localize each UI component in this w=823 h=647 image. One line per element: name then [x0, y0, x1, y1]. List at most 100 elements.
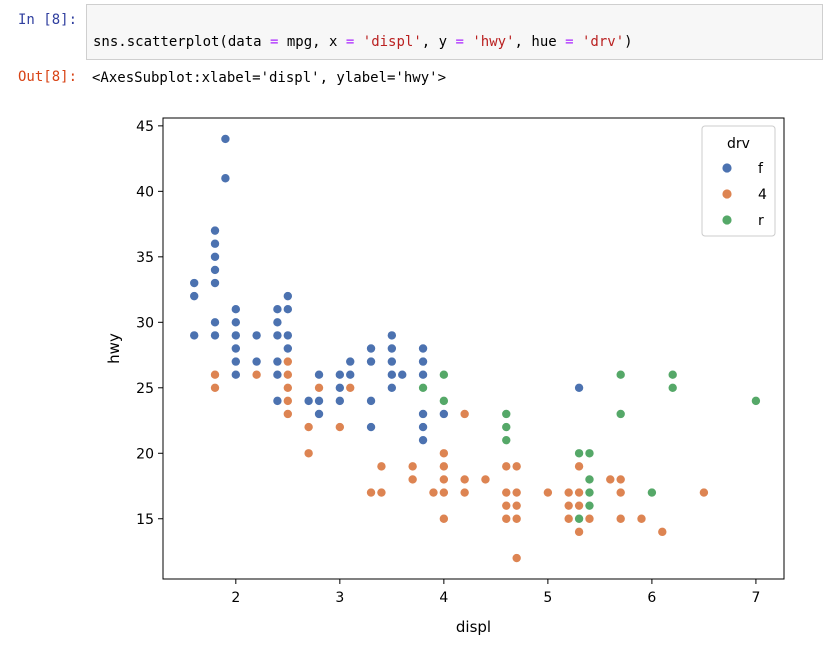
- data-point-f: [210, 278, 221, 289]
- data-point-f: [189, 291, 200, 302]
- data-point-4: [563, 513, 574, 524]
- y-tick-label: 30: [136, 315, 154, 331]
- data-point-r: [501, 435, 512, 446]
- data-point-4: [511, 461, 522, 472]
- data-point-r: [574, 513, 585, 524]
- data-point-f: [210, 317, 221, 328]
- data-point-f: [189, 278, 200, 289]
- y-tick-label: 35: [136, 250, 154, 266]
- data-point-4: [210, 369, 221, 380]
- data-point-r: [667, 369, 678, 380]
- data-point-4: [376, 487, 387, 498]
- data-point-r: [615, 369, 626, 380]
- data-point-f: [210, 238, 221, 249]
- data-point-f: [438, 408, 449, 419]
- x-tick-label: 7: [751, 590, 760, 606]
- code-cell-input[interactable]: sns.scatterplot(data = mpg, x = 'displ',…: [86, 4, 823, 60]
- axes-frame: [162, 117, 785, 580]
- data-point-4: [376, 461, 387, 472]
- data-point-f: [272, 317, 283, 328]
- data-point-f: [210, 225, 221, 236]
- data-point-f: [366, 395, 377, 406]
- data-point-f: [418, 435, 429, 446]
- x-axis-label: displ: [456, 618, 491, 636]
- code-arg: , y: [421, 34, 456, 50]
- data-point-f: [418, 422, 429, 433]
- data-point-f: [282, 330, 293, 341]
- data-point-4: [698, 487, 709, 498]
- code-arg: mpg, x: [278, 34, 346, 50]
- data-point-f: [345, 356, 356, 367]
- data-point-f: [366, 422, 377, 433]
- data-point-f: [386, 382, 397, 393]
- data-point-f: [272, 395, 283, 406]
- data-point-r: [418, 382, 429, 393]
- legend-marker-r: [721, 214, 733, 226]
- data-point-4: [345, 382, 356, 393]
- data-point-f: [272, 356, 283, 367]
- x-tick-label: 3: [335, 590, 344, 606]
- data-point-f: [230, 343, 241, 354]
- data-point-f: [366, 356, 377, 367]
- data-point-f: [282, 304, 293, 315]
- x-tick-label: 2: [231, 590, 240, 606]
- data-point-4: [334, 422, 345, 433]
- data-point-r: [438, 395, 449, 406]
- data-point-4: [438, 474, 449, 485]
- data-point-f: [282, 291, 293, 302]
- x-tick-label: 5: [543, 590, 552, 606]
- data-point-4: [501, 461, 512, 472]
- data-point-f: [386, 369, 397, 380]
- y-tick-label: 45: [136, 119, 154, 135]
- legend-label-f: f: [758, 161, 764, 177]
- code-op: =: [270, 34, 279, 50]
- data-point-4: [584, 513, 595, 524]
- data-point-4: [480, 474, 491, 485]
- data-point-f: [230, 304, 241, 315]
- data-point-f: [272, 330, 283, 341]
- code-op: =: [565, 34, 574, 50]
- data-point-4: [501, 513, 512, 524]
- legend-label-4: 4: [758, 187, 767, 203]
- data-point-f: [418, 408, 429, 419]
- data-point-f: [418, 356, 429, 367]
- data-point-f: [230, 317, 241, 328]
- data-point-r: [584, 448, 595, 459]
- data-point-4: [511, 500, 522, 511]
- output-text: <AxesSubplot:xlabel='displ', ylabel='hwy…: [92, 70, 447, 86]
- data-point-4: [574, 461, 585, 472]
- data-point-r: [615, 408, 626, 419]
- data-point-4: [511, 553, 522, 564]
- data-points: [189, 133, 761, 564]
- data-point-f: [386, 343, 397, 354]
- data-point-f: [272, 369, 283, 380]
- data-point-4: [563, 500, 574, 511]
- data-point-f: [220, 173, 231, 184]
- data-point-4: [303, 422, 314, 433]
- data-point-f: [230, 369, 241, 380]
- data-point-r: [750, 395, 761, 406]
- data-point-4: [563, 487, 574, 498]
- data-point-4: [438, 513, 449, 524]
- data-point-r: [501, 422, 512, 433]
- data-point-f: [418, 343, 429, 354]
- data-point-f: [189, 330, 200, 341]
- legend-title: drv: [727, 136, 750, 152]
- data-point-r: [438, 369, 449, 380]
- data-point-4: [366, 487, 377, 498]
- data-point-4: [282, 369, 293, 380]
- data-point-4: [615, 513, 626, 524]
- data-point-4: [615, 487, 626, 498]
- code-line: sns.scatterplot(data = mpg, x = 'displ',…: [93, 34, 633, 50]
- data-point-4: [251, 369, 262, 380]
- data-point-f: [334, 369, 345, 380]
- data-point-4: [501, 500, 512, 511]
- data-point-4: [407, 461, 418, 472]
- data-point-4: [501, 487, 512, 498]
- data-point-4: [542, 487, 553, 498]
- data-point-f: [366, 343, 377, 354]
- code-fn: sns.scatterplot(data: [93, 34, 271, 50]
- y-axis-label: hwy: [105, 333, 123, 364]
- y-tick-label: 20: [136, 446, 154, 462]
- data-point-f: [220, 133, 231, 144]
